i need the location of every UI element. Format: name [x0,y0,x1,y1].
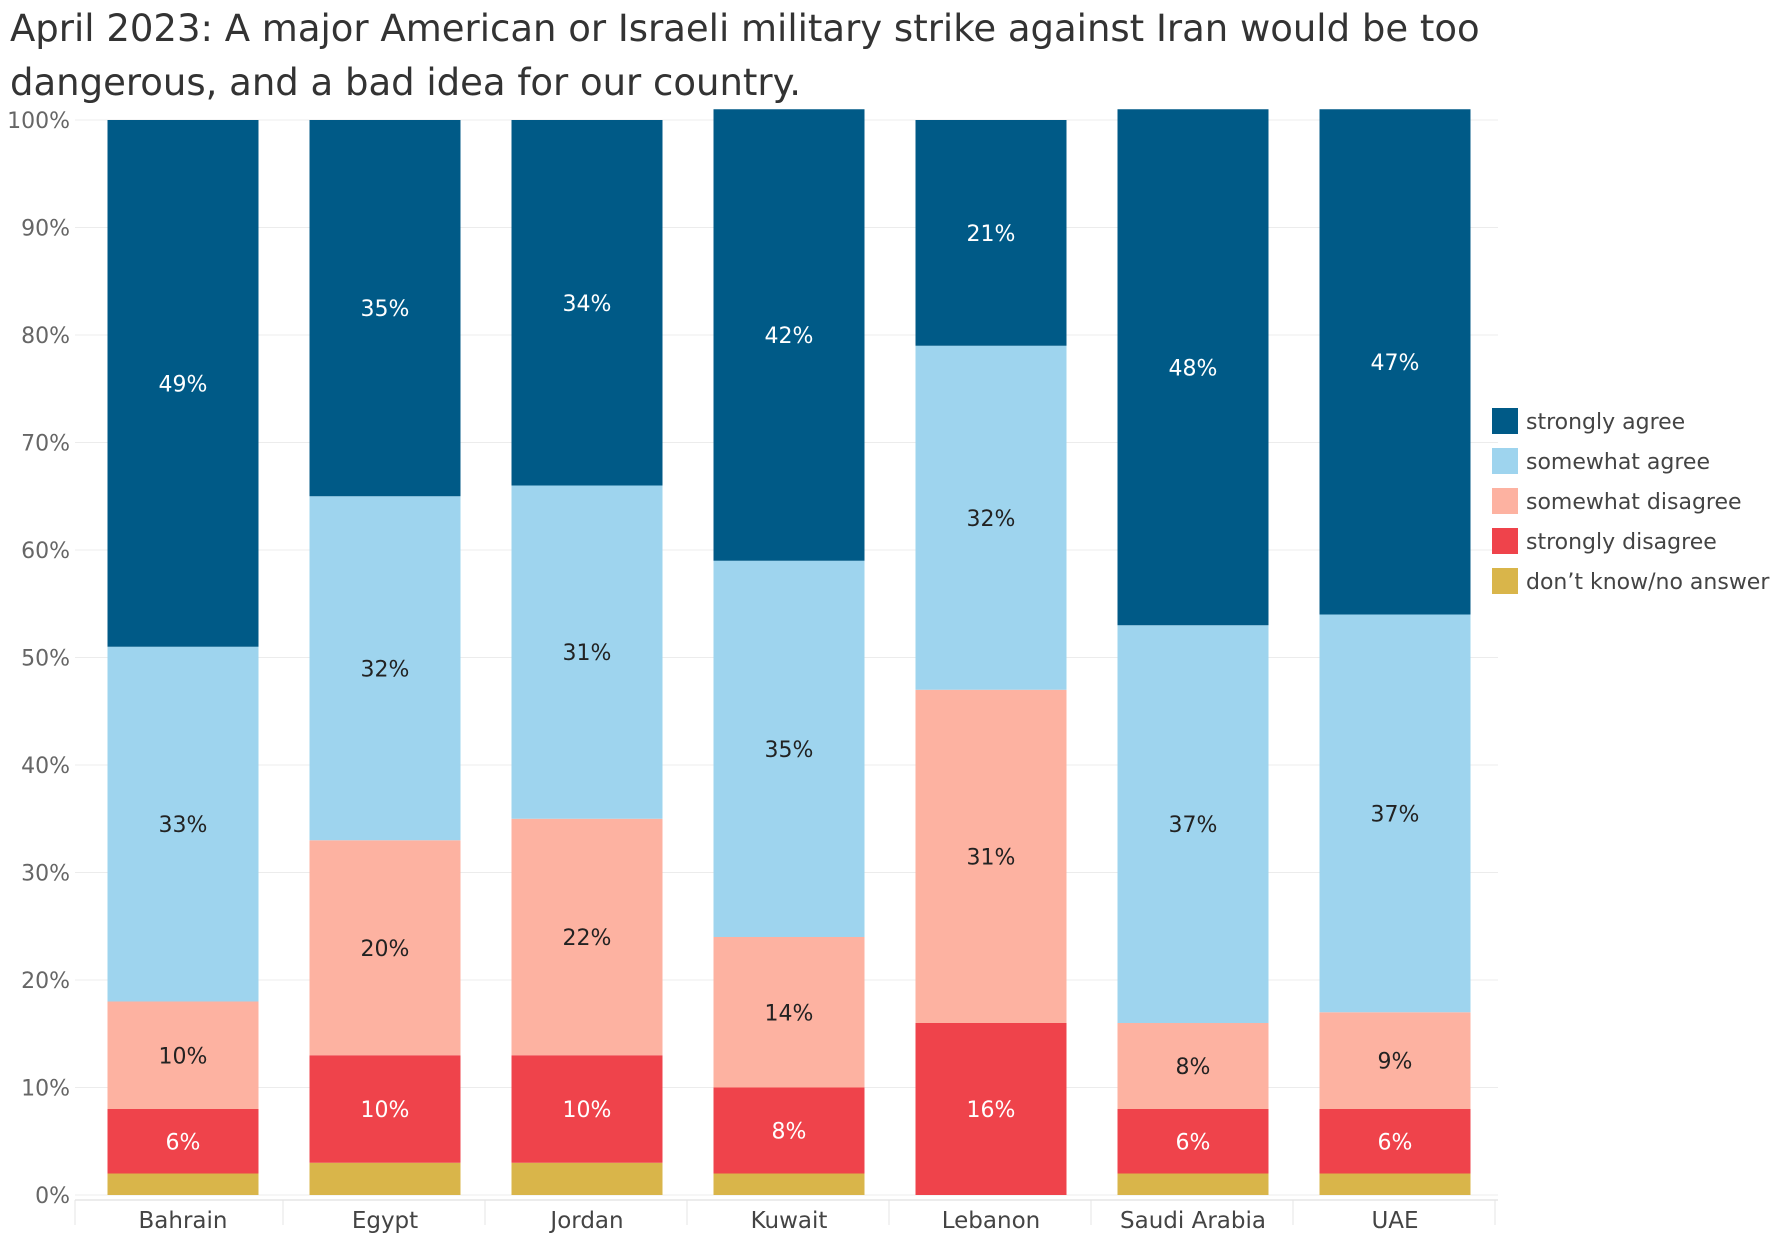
bar-uae-somewhat-disagree [1319,1012,1471,1109]
bar-saudi-arabia-strongly-agree [1117,109,1269,626]
bar-jordan-somewhat-disagree [511,818,663,1056]
x-tick-label-uae: UAE [1371,1208,1418,1234]
segment-labels: 6% 10% 33% 49% 10% 20% 32% 35% 10% 22% 31% 34% 8% 14%… [159,222,1420,1155]
y-tick-label-50: 50% [21,647,70,672]
legend-swatch-somewhat-agree [1492,448,1518,474]
data-label-saudi-arabia-strongly-disagree: 6% [1176,1130,1211,1155]
data-label-uae-somewhat-disagree: 9% [1378,1050,1413,1075]
data-label-egypt-strongly-disagree: 10% [361,1098,410,1123]
legend-label-strongly-agree: strongly agree [1526,410,1685,435]
bar-jordan-strongly-disagree [511,1055,663,1163]
bar-saudi-arabia-don-t-know-no-answer [1117,1173,1269,1195]
x-tick-label-kuwait: Kuwait [751,1208,828,1234]
bar-kuwait-strongly-disagree [713,1087,865,1174]
bar-saudi-arabia-somewhat-disagree [1117,1023,1269,1109]
bar-kuwait-strongly-agree [713,109,865,561]
x-tick-label-bahrain: Bahrain [139,1208,228,1234]
bar-kuwait-somewhat-disagree [713,937,865,1088]
bar-egypt-don-t-know-no-answer [309,1162,461,1195]
legend-swatch-don-t-know-no-answer [1492,568,1518,594]
bar-lebanon-somewhat-disagree [915,689,1067,1023]
legend-label-strongly-disagree: strongly disagree [1526,530,1717,555]
data-label-jordan-somewhat-agree: 31% [563,641,612,666]
y-tick-label-20: 20% [21,969,70,994]
bar-bahrain-somewhat-agree [107,646,259,1002]
bar-jordan-somewhat-agree [511,485,663,819]
bar-lebanon-somewhat-agree [915,345,1067,690]
y-tick-label-60: 60% [21,539,70,564]
data-label-saudi-arabia-strongly-agree: 48% [1169,356,1218,381]
y-axis: 0% 10% 20% 30% 40% 50% 60% 70% 80% 90% 100% [7,109,70,1209]
data-label-jordan-strongly-disagree: 10% [563,1098,612,1123]
bar-lebanon-strongly-agree [915,120,1067,346]
x-tick-label-jordan: Jordan [548,1208,623,1234]
data-label-uae-strongly-agree: 47% [1371,351,1420,376]
data-label-jordan-strongly-agree: 34% [563,292,612,317]
chart-title: April 2023: A major American or Israeli … [10,7,1480,104]
data-label-uae-strongly-disagree: 6% [1378,1130,1413,1155]
bar-saudi-arabia-strongly-disagree [1117,1109,1269,1174]
bar-jordan-don-t-know-no-answer [511,1162,663,1195]
bar-uae-strongly-agree [1319,109,1471,615]
bars [107,109,1471,1195]
y-tick-label-90: 90% [21,217,70,242]
x-tick-label-egypt: Egypt [352,1208,418,1234]
legend-swatch-strongly-agree [1492,408,1518,434]
data-label-lebanon-strongly-agree: 21% [967,222,1016,247]
x-tick-label-saudi-arabia: Saudi Arabia [1120,1208,1266,1234]
bar-bahrain-somewhat-disagree [107,1001,259,1109]
bar-saudi-arabia-somewhat-agree [1117,625,1269,1023]
bar-lebanon-strongly-disagree [915,1023,1067,1195]
y-tick-label-10: 10% [21,1077,70,1102]
bar-egypt-strongly-agree [309,120,461,497]
x-axis: Bahrain Egypt Jordan Kuwait Lebanon Saudi Ara… [74,1199,1498,1234]
data-label-kuwait-somewhat-agree: 35% [765,738,814,763]
bar-kuwait-somewhat-agree [713,560,865,937]
y-tick-label-100: 100% [7,109,70,134]
bar-bahrain-strongly-agree [107,120,259,647]
data-label-uae-somewhat-agree: 37% [1371,802,1420,827]
data-label-lebanon-strongly-disagree: 16% [967,1098,1016,1123]
legend-label-somewhat-agree: somewhat agree [1526,450,1710,475]
legend-label-somewhat-disagree: somewhat disagree [1526,490,1742,515]
bar-egypt-somewhat-disagree [309,840,461,1056]
bar-kuwait-don-t-know-no-answer [713,1173,865,1195]
bar-egypt-strongly-disagree [309,1055,461,1163]
bar-jordan-strongly-agree [511,120,663,486]
y-tick-label-0: 0% [35,1184,70,1209]
data-label-bahrain-somewhat-agree: 33% [159,813,208,838]
bar-egypt-somewhat-agree [309,496,461,841]
bar-uae-somewhat-agree [1319,614,1471,1013]
data-label-jordan-somewhat-disagree: 22% [563,926,612,951]
y-tick-label-70: 70% [21,432,70,457]
data-label-kuwait-strongly-disagree: 8% [772,1120,807,1145]
data-label-egypt-strongly-agree: 35% [361,297,410,322]
data-label-saudi-arabia-somewhat-agree: 37% [1169,813,1218,838]
x-tick-label-lebanon: Lebanon [942,1208,1040,1234]
data-label-bahrain-strongly-disagree: 6% [166,1130,201,1155]
legend: strongly agree somewhat agree somewhat dis… [1492,408,1770,595]
data-label-kuwait-somewhat-disagree: 14% [765,1001,814,1026]
data-label-bahrain-somewhat-disagree: 10% [159,1044,208,1069]
bar-bahrain-strongly-disagree [107,1109,259,1174]
bar-uae-don-t-know-no-answer [1319,1173,1471,1195]
y-tick-label-80: 80% [21,324,70,349]
data-label-saudi-arabia-somewhat-disagree: 8% [1176,1055,1211,1080]
y-tick-label-30: 30% [21,862,70,887]
legend-label-don-t-know-no-answer: don’t know/no answer [1526,570,1770,595]
data-label-egypt-somewhat-disagree: 20% [361,937,410,962]
data-label-lebanon-somewhat-agree: 32% [967,507,1016,532]
legend-swatch-somewhat-disagree [1492,488,1518,514]
bar-uae-strongly-disagree [1319,1109,1471,1174]
data-label-lebanon-somewhat-disagree: 31% [967,845,1016,870]
data-label-egypt-somewhat-agree: 32% [361,657,410,682]
data-label-bahrain-strongly-agree: 49% [159,372,208,397]
bar-bahrain-don-t-know-no-answer [107,1173,259,1195]
y-tick-label-40: 40% [21,754,70,779]
data-label-kuwait-strongly-agree: 42% [765,324,814,349]
legend-swatch-strongly-disagree [1492,528,1518,554]
